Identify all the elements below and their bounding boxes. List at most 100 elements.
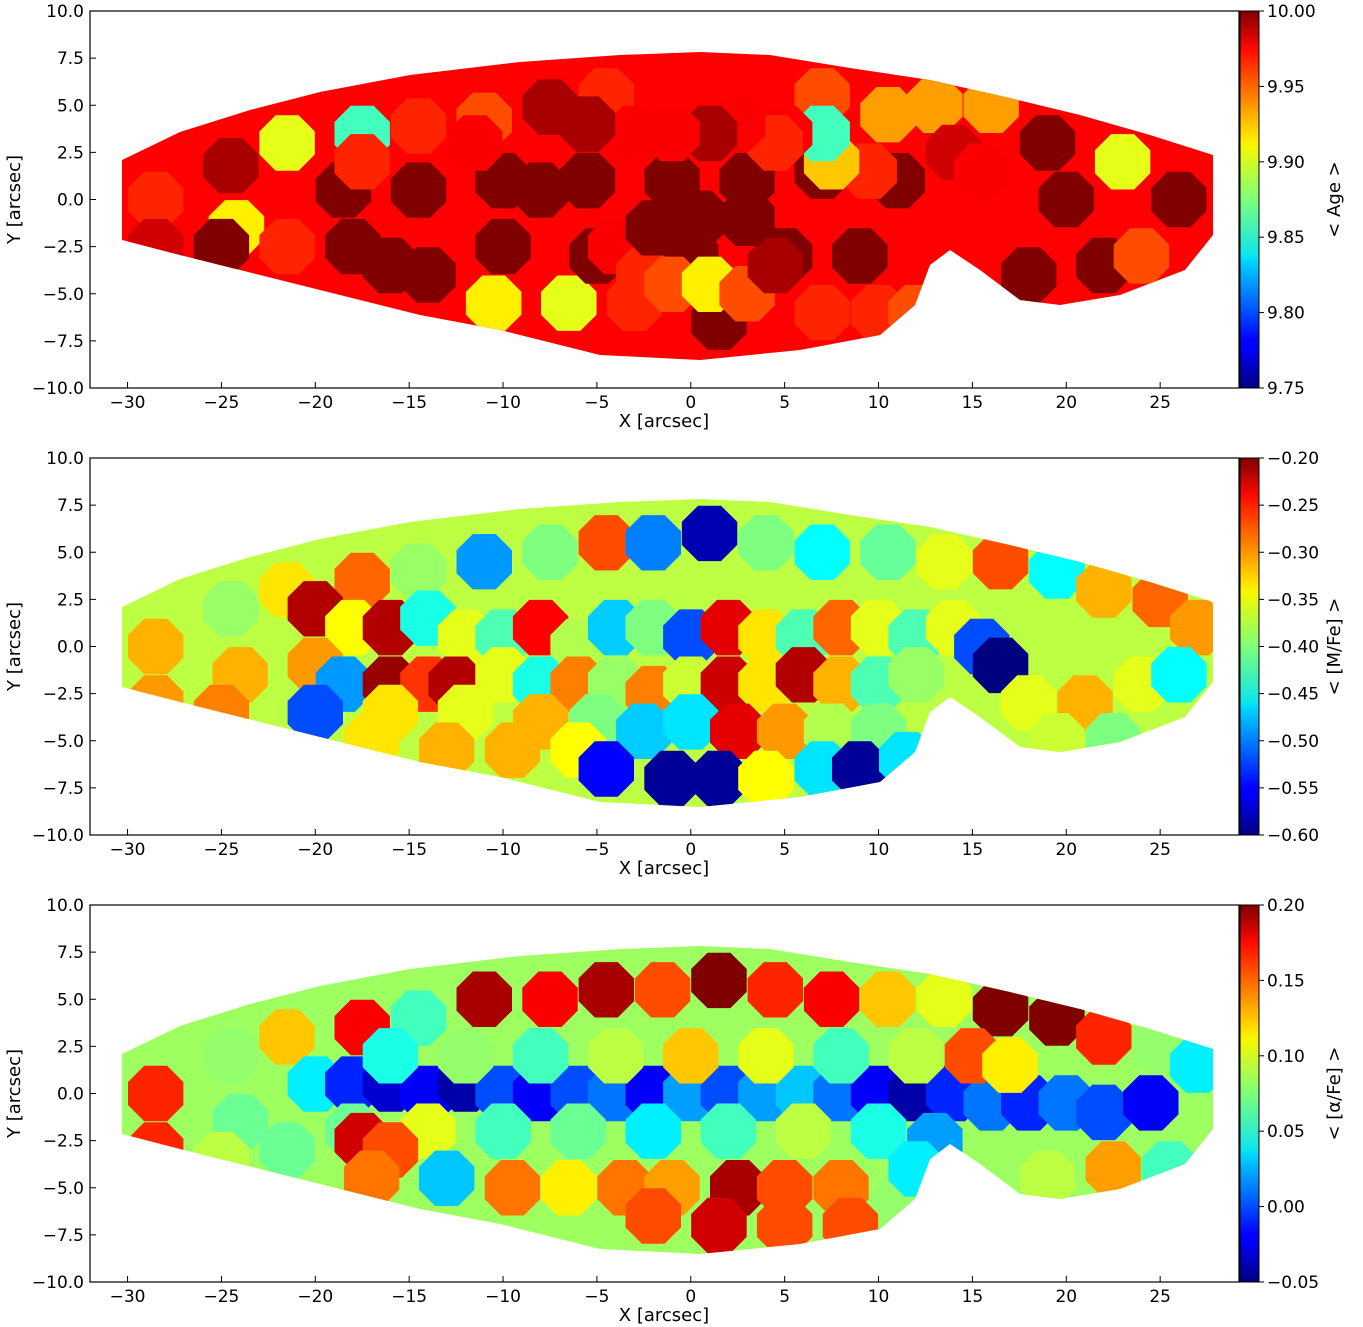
spatial-bin <box>972 534 1029 590</box>
y-tick-label: 10.0 <box>46 2 84 22</box>
y-tick-label: −5.0 <box>43 285 84 305</box>
x-tick-label: 25 <box>1149 840 1171 860</box>
spatial-bin <box>1085 1141 1141 1197</box>
y-tick-label: 5.0 <box>57 543 84 563</box>
spatial-bin <box>747 237 803 294</box>
y-tick-label: −2.5 <box>43 685 84 705</box>
spatial-bin <box>1019 1150 1076 1206</box>
spatial-bin <box>390 98 447 154</box>
spatial-bin <box>362 1028 419 1084</box>
spatial-bin <box>588 1028 644 1084</box>
spatial-bin <box>541 275 597 331</box>
y-ticks: −10.0 −7.5 −5.0 −2.5 0.0 2.5 5.0 7.5 10.0 <box>32 449 96 846</box>
spatial-bin <box>456 534 512 590</box>
y-tick-label: 7.5 <box>57 49 84 69</box>
x-tick-label: 5 <box>779 393 790 413</box>
x-tick-label: −30 <box>110 393 146 413</box>
spatial-bin <box>128 618 184 675</box>
y-tick-label: −2.5 <box>43 1132 84 1152</box>
spatial-bin <box>963 77 1019 133</box>
x-tick-label: −20 <box>297 840 333 860</box>
spatial-bin <box>691 750 747 807</box>
spatial-bin <box>203 137 259 194</box>
colorbar-tick-label: 0.10 <box>1267 1047 1305 1067</box>
spatial-bin <box>625 200 681 256</box>
spatial-bin <box>916 971 972 1027</box>
spatial-bin <box>982 1037 1038 1093</box>
y-axis-label: Y [arcsec] <box>4 1049 25 1139</box>
colorbar-tick-label: 9.90 <box>1267 153 1305 173</box>
y-tick-label: −7.5 <box>43 779 84 799</box>
x-tick-label: 10 <box>868 1287 890 1307</box>
spatial-bin <box>663 1028 719 1084</box>
spatial-bin <box>419 722 475 778</box>
y-tick-label: −7.5 <box>43 1226 84 1246</box>
spatial-bin <box>813 1028 869 1084</box>
x-tick-label: −25 <box>203 393 239 413</box>
y-tick-label: 10.0 <box>46 449 84 469</box>
spatial-bin <box>850 1103 907 1159</box>
spatial-bins <box>122 946 1213 1254</box>
x-axis-label: X [arcsec] <box>619 1305 709 1326</box>
y-tick-label: 2.5 <box>57 143 84 163</box>
spatial-bin <box>1123 1075 1179 1131</box>
x-tick-label: −20 <box>297 1287 333 1307</box>
x-tick-label: −30 <box>110 1287 146 1307</box>
spatial-bin <box>616 703 672 759</box>
y-tick-label: −5.0 <box>43 1179 84 1199</box>
spatial-bin <box>559 152 616 209</box>
spatial-bin <box>625 1188 681 1244</box>
y-tick-label: 0.0 <box>57 1085 84 1105</box>
spatial-bin <box>259 115 315 171</box>
spatial-bin <box>794 524 850 580</box>
spatial-bin <box>362 237 419 294</box>
spatial-bin <box>128 1065 184 1122</box>
spatial-bin <box>672 190 728 247</box>
spatial-bin <box>1151 171 1207 228</box>
spatial-bin <box>193 1131 250 1188</box>
spatial-bin <box>128 1122 184 1178</box>
colorbar-label: < [α/Fe] > <box>1324 1046 1345 1140</box>
spatial-bin <box>128 675 184 731</box>
spatial-bin <box>203 581 259 637</box>
spatial-bin <box>888 284 944 341</box>
spatial-bin <box>794 284 850 341</box>
spatial-bin <box>879 731 935 788</box>
spatial-bin <box>606 105 663 162</box>
spatial-bin <box>578 741 634 797</box>
x-ticks: −30 −25 −20 −15 −10 −5 0 5 10 15 20 25 <box>110 382 1171 413</box>
spatial-bin <box>888 1141 944 1197</box>
spatial-bin <box>259 218 315 275</box>
spatial-bin <box>691 1197 747 1254</box>
y-tick-label: −10.0 <box>32 379 84 399</box>
spatial-bin <box>747 962 803 1018</box>
colorbar-label: < [M/Fe] > <box>1324 598 1345 696</box>
x-ticks: −30 −25 −20 −15 −10 −5 0 5 10 15 20 25 <box>110 829 1171 860</box>
y-tick-label: −5.0 <box>43 732 84 752</box>
spatial-bin <box>625 515 681 571</box>
spatial-bin <box>456 971 512 1027</box>
panel-metallicity: −30 −25 −20 −15 −10 −5 0 5 10 15 20 25 −10.0 −7.5 −5.… <box>4 449 1345 879</box>
colorbar-tick-label: −0.20 <box>1267 449 1319 469</box>
spatial-bin <box>343 713 400 769</box>
spatial-bin <box>860 524 916 580</box>
y-tick-label: −10.0 <box>32 1273 84 1293</box>
colorbar-tick-label: −0.55 <box>1267 779 1319 799</box>
spatial-bin <box>822 1197 879 1254</box>
colorbar-tick-label: −0.25 <box>1267 496 1319 516</box>
colorbar-tick-label: 9.95 <box>1267 77 1305 97</box>
spatial-bin <box>522 971 578 1027</box>
spatial-bin <box>512 1028 569 1084</box>
x-tick-label: 10 <box>868 393 890 413</box>
spatial-bin <box>334 552 390 609</box>
spatial-bin <box>1170 599 1213 656</box>
spatial-bin <box>644 750 700 807</box>
y-tick-label: 5.0 <box>57 96 84 116</box>
spatial-bin <box>1001 247 1057 303</box>
colorbar-tick-label: 0.15 <box>1267 971 1305 991</box>
panel-age: −30 −25 −20 −15 −10 −5 0 5 10 15 20 25 −10.0 −7.5 −5.… <box>4 2 1345 432</box>
x-tick-label: −15 <box>391 1287 427 1307</box>
x-tick-label: 25 <box>1149 1287 1171 1307</box>
spatial-bin <box>193 218 250 275</box>
spatial-bin <box>832 228 888 284</box>
